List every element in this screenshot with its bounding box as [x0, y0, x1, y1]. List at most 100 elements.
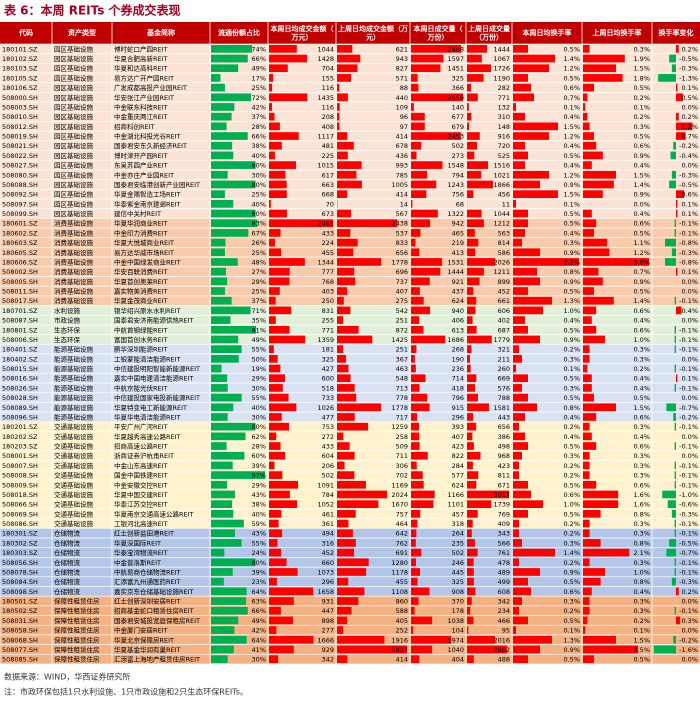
value-bar [337, 258, 381, 266]
cell: 250 [322, 297, 334, 305]
value-bar [583, 374, 592, 382]
cell: 华泰紫金南京建邺REIT [114, 199, 181, 208]
cell: 中金厦门安居REIT [114, 626, 168, 635]
value-bar [337, 287, 347, 295]
cell: 97 [400, 123, 408, 131]
cell: 908 [452, 588, 464, 596]
cell: 70 [326, 200, 334, 208]
cell: 663 [322, 181, 334, 189]
cell: 714 [452, 375, 464, 383]
value-bar [337, 229, 350, 237]
value-bar [513, 529, 519, 537]
value-bar [269, 462, 274, 470]
header-cell: 本周日均换手率 [522, 28, 572, 37]
value-bar [583, 403, 616, 411]
value-bar [269, 578, 277, 586]
cell: 571 [396, 74, 408, 82]
cell: 0.1% [681, 210, 698, 218]
value-bar [337, 152, 348, 160]
cell: 0.0% [681, 103, 698, 111]
cell: -0.1% [679, 423, 698, 431]
change-bar [654, 646, 676, 654]
row-bg [0, 102, 700, 112]
cell: 1.0% [633, 336, 650, 344]
value-bar [513, 394, 528, 402]
footnote: 注：市政环保包括1只水利设施、1只市政设施和2只生态环保REITs。 [4, 687, 248, 697]
cell: 2559 [447, 94, 464, 102]
cell: 0.0% [681, 162, 698, 170]
cell: 平安广州广河REIT [114, 422, 168, 431]
cell: 园区基础设施 [54, 102, 94, 111]
cell: 1040 [447, 646, 464, 654]
cell: 0.5% [633, 288, 650, 296]
cell: 1739 [493, 501, 510, 509]
value-bar [467, 529, 472, 537]
cell: 116 [322, 103, 334, 111]
cell: 488 [498, 656, 510, 664]
value-bar [513, 93, 534, 101]
cell: 343 [498, 530, 510, 538]
cell: 0.2% [563, 607, 580, 615]
cell: 0.0% [681, 278, 698, 286]
value-bar [337, 219, 397, 227]
cell: 408 [322, 123, 334, 131]
change-bar [675, 471, 676, 479]
cell: 0.5% [563, 152, 580, 160]
cell: 0.9% [633, 191, 650, 199]
value-bar [513, 597, 522, 605]
value-bar [583, 384, 592, 392]
cell: 1.5% [633, 65, 650, 73]
cell: 418 [452, 384, 464, 392]
cell: 保障性租赁住房 [54, 635, 100, 644]
cell: 180401.SZ [2, 346, 38, 354]
cell: 汇添富上海地产租赁住房REIT [114, 655, 200, 664]
value-bar [583, 491, 618, 499]
cell: 827 [396, 65, 408, 73]
cell: 921 [452, 278, 464, 286]
cell: 943 [396, 55, 408, 63]
cell: 0.5% [633, 133, 650, 141]
value-bar [411, 500, 433, 508]
cell: 1.5% [633, 636, 650, 644]
value-bar [513, 520, 519, 528]
cell: 502 [452, 142, 464, 150]
value-bar [337, 142, 354, 150]
cell: 361 [322, 520, 334, 528]
cell: 0.3% [633, 355, 650, 363]
cell: 园区基础设施 [54, 54, 94, 63]
share-bar [211, 84, 225, 92]
cell: 48% [252, 258, 266, 266]
cell: 市政设施 [54, 316, 81, 325]
value-bar [337, 471, 354, 479]
cell: 29% [252, 481, 266, 489]
cell: 1.4% [563, 549, 580, 557]
value-bar [269, 442, 281, 450]
value-bar [513, 568, 540, 576]
share-bar [211, 578, 224, 586]
change-bar [669, 55, 676, 63]
cell: 180601.SZ [2, 220, 38, 228]
value-bar [269, 384, 283, 392]
cell: 80% [252, 423, 266, 431]
cell: 0.3% [563, 355, 580, 363]
value-bar [337, 529, 353, 537]
share-bar [211, 190, 225, 198]
cell: 0.8% [633, 510, 650, 518]
cell: 80% [252, 181, 266, 189]
cell: 0.2% [563, 472, 580, 480]
value-bar [467, 287, 473, 295]
share-bar [211, 617, 238, 625]
share-bar [211, 229, 248, 237]
cell: 668 [322, 191, 334, 199]
cell: 建信中关村REIT [114, 209, 161, 218]
cell: 消费基础设施 [54, 228, 94, 237]
share-bar [211, 636, 247, 644]
cell: 0.2% [681, 588, 698, 596]
cell: 0.3% [633, 462, 650, 470]
cell: 40% [252, 152, 266, 160]
cell: 407 [396, 288, 408, 296]
value-bar [269, 103, 272, 111]
cell: 785 [396, 171, 408, 179]
cell: 华夏基金华润有巢REIT [114, 645, 181, 654]
row-bg [0, 461, 700, 471]
